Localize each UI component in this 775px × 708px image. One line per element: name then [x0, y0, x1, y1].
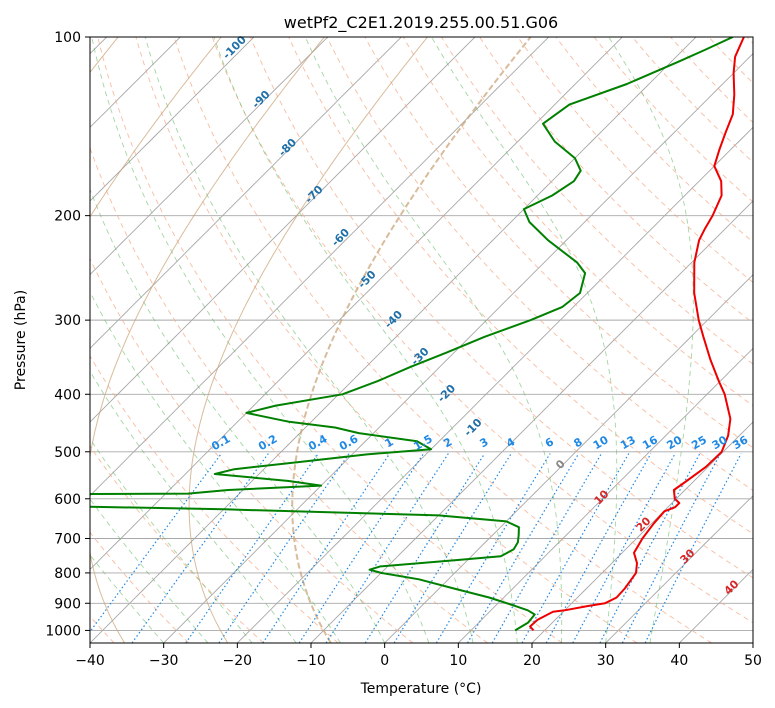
tan-curve-line: [188, 37, 428, 643]
y-tick-label: 200: [54, 209, 81, 225]
x-tick-label: −40: [75, 653, 105, 669]
isotherm-line: [90, 37, 329, 276]
mixing-ratio-line: [545, 453, 652, 643]
dry-adiabat-line: [441, 37, 753, 365]
y-tick-label: 900: [54, 596, 81, 612]
moist-adiabat-line: [213, 37, 518, 643]
sounding-profiles: [90, 37, 745, 632]
mixing-ratio-line: [90, 453, 222, 633]
x-tick-label: −30: [149, 653, 179, 669]
y-tick-label: 800: [54, 566, 81, 582]
y-tick-label: 100: [54, 30, 81, 46]
dry-adiabat-line: [97, 37, 563, 643]
isotherm-line: [90, 37, 255, 202]
dry-adiabat-line: [250, 37, 753, 579]
isotherm-line: [310, 200, 753, 643]
isotherm-line: [457, 347, 753, 643]
dry-adiabat-line: [135, 37, 638, 643]
isotherm-line: [236, 126, 753, 643]
dry-adiabat-line: [90, 257, 414, 643]
isotherm-line: [90, 37, 550, 497]
mixing-ratio-line: [393, 453, 512, 643]
moist-adiabat-line: [304, 37, 563, 643]
isotherm-line: [384, 273, 753, 643]
dry-adiabat-line: [90, 531, 190, 643]
y-tick-label: 300: [54, 313, 81, 329]
dry-adiabat-line: [555, 37, 753, 243]
background-lines: [90, 37, 753, 643]
isotherm-line: [531, 421, 753, 643]
mixing-ratio-line: [644, 453, 742, 643]
isotherm-line: [163, 53, 753, 643]
tan-curve-line: [291, 37, 532, 643]
moist-adiabat-line: [90, 554, 165, 643]
y-tick-label: 400: [54, 387, 81, 403]
mixing-ratio-line: [364, 453, 486, 643]
moist-adiabat-line: [431, 37, 618, 643]
x-tick-label: 40: [670, 653, 688, 669]
mixing-ratio-line: [435, 453, 551, 643]
dry-adiabat-line: [326, 37, 753, 492]
x-tick-label: 10: [449, 653, 467, 669]
moist-adiabat-line: [90, 498, 209, 643]
dry-adiabat-line: [402, 37, 753, 407]
mixing-ratio-line: [521, 453, 630, 643]
isotherm-line: [90, 37, 623, 571]
mixing-ratio-line: [466, 453, 580, 643]
tan-curve-line: [90, 37, 222, 218]
mixing-ratio-line: [325, 453, 449, 643]
isotherm-line: [605, 495, 753, 643]
y-tick-label: 500: [54, 445, 81, 461]
x-tick-label: 20: [523, 653, 541, 669]
x-tick-label: −20: [223, 653, 253, 669]
x-tick-label: −10: [296, 653, 326, 669]
dry-adiabat-line: [288, 37, 753, 535]
moist-adiabat-line: [90, 438, 253, 643]
y-tick-label: 1000: [45, 623, 81, 639]
x-tick-label: 30: [597, 653, 615, 669]
y-axis-title: Pressure (hPa): [13, 290, 29, 390]
isotherm-line: [90, 37, 476, 423]
moist-adiabat-line: [144, 37, 474, 643]
temperature-profile: [529, 37, 745, 632]
tan-curve-line: [90, 37, 325, 643]
mixing-ratio-line: [131, 453, 269, 643]
plot-frame: [89, 36, 754, 644]
moist-adiabat-line: [90, 370, 297, 643]
chart-title: wetPf2_C2E1.2019.255.00.51.G06: [284, 13, 558, 33]
y-tick-label: 600: [54, 492, 81, 508]
dry-adiabat-line: [479, 37, 753, 324]
mixing-ratio-line: [621, 453, 721, 643]
x-tick-label: 0: [380, 653, 389, 669]
dry-adiabat-line: [364, 37, 753, 449]
x-tick-label: 50: [744, 653, 762, 669]
mixing-ratio-line: [298, 453, 425, 643]
moist-adiabat-line: [91, 37, 430, 643]
mixing-ratio-line: [185, 453, 319, 643]
dry-adiabat-line: [90, 355, 339, 643]
dry-adiabat-line: [593, 37, 753, 203]
dewpoint-profile: [90, 37, 734, 632]
dry-adiabat-line: [517, 37, 753, 283]
x-axis-title: Temperature (°C): [360, 681, 482, 697]
dry-adiabat-line: [631, 37, 753, 163]
mixing-ratio-line: [491, 453, 602, 643]
y-tick-label: 700: [54, 532, 81, 548]
axis-ticks: −40 −30 −20 −10 0 10 20 30 40 50 100 200 300 400 500 60…: [45, 30, 762, 669]
isotherm-line: [90, 37, 402, 350]
